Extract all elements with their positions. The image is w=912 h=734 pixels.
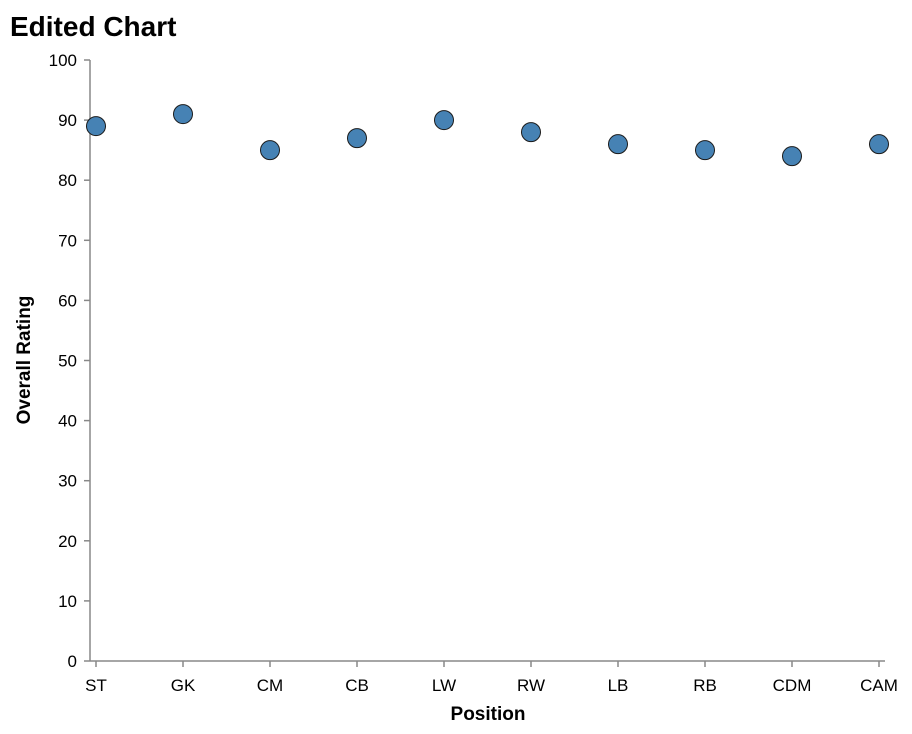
y-tick-label: 40 — [58, 412, 77, 431]
x-tick-label: LB — [608, 676, 629, 695]
data-point-gk — [173, 104, 193, 125]
data-point-lw — [434, 110, 454, 131]
x-axis: ST GK CM CB LW RW LB RB CDM CAM — [85, 660, 898, 695]
data-point-lb — [608, 134, 628, 155]
data-point-cdm — [782, 146, 802, 167]
y-tick-label: 100 — [49, 51, 77, 70]
data-points — [86, 104, 889, 167]
x-tick-label: RW — [517, 676, 545, 695]
data-point-cb — [347, 128, 367, 149]
y-tick-label: 0 — [68, 652, 77, 671]
x-tick-label: CB — [345, 676, 369, 695]
data-point-cam — [869, 134, 889, 155]
data-point-cm — [260, 140, 280, 161]
x-tick-label: CM — [257, 676, 283, 695]
x-axis-title: Position — [451, 704, 526, 725]
x-tick-label: LW — [432, 676, 456, 695]
y-tick-label: 30 — [58, 472, 77, 491]
data-point-rb — [695, 140, 715, 161]
x-tick-label: ST — [85, 676, 107, 695]
chart-title: Edited Chart — [10, 11, 176, 42]
y-axis: 0 10 20 30 40 50 60 70 80 90 100 — [49, 51, 91, 671]
x-tick-label: RB — [693, 676, 717, 695]
data-point-rw — [521, 122, 541, 143]
y-tick-label: 70 — [58, 231, 77, 250]
y-tick-label: 50 — [58, 352, 77, 371]
y-tick-label: 10 — [58, 592, 77, 611]
y-tick-label: 90 — [58, 111, 77, 130]
y-tick-label: 60 — [58, 291, 77, 310]
y-tick-label: 20 — [58, 532, 77, 551]
y-tick-label: 80 — [58, 171, 77, 190]
data-point-st — [86, 116, 106, 137]
x-tick-label: CDM — [773, 676, 812, 695]
x-tick-label: GK — [171, 676, 196, 695]
y-axis-title: Overall Rating — [14, 296, 35, 425]
x-tick-label: CAM — [860, 676, 898, 695]
